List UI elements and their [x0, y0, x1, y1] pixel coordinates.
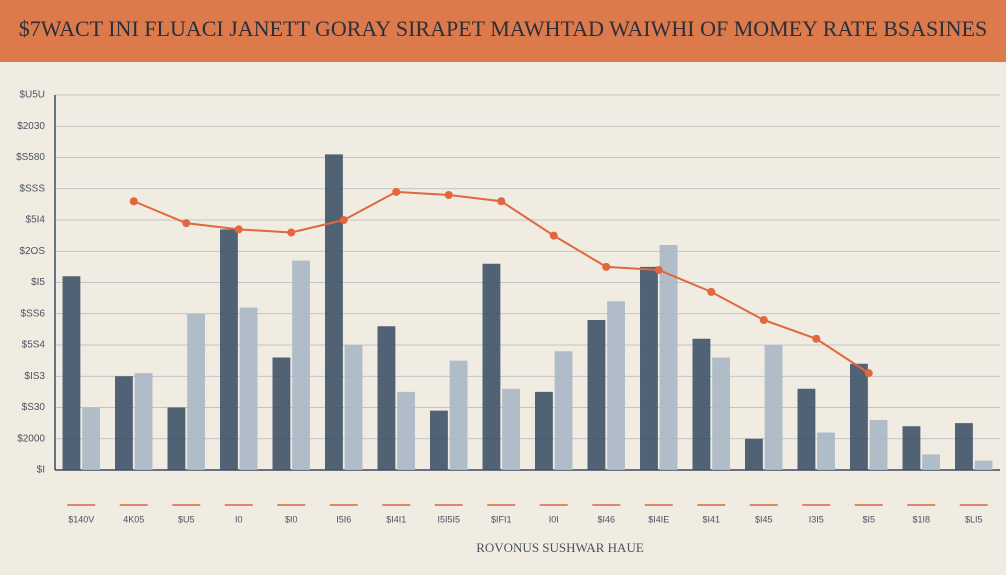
bar	[397, 391, 415, 470]
bar	[134, 373, 153, 470]
line-point	[182, 219, 191, 228]
x-tick-label: $1I8	[912, 514, 930, 524]
header-band	[0, 0, 1006, 62]
line-point	[129, 197, 138, 206]
x-tick-label: 4K05	[123, 514, 144, 524]
y-tick-label: $S580	[16, 152, 45, 163]
line-point	[339, 216, 348, 224]
bar	[187, 313, 205, 470]
line-point	[234, 225, 243, 234]
bar	[325, 154, 343, 470]
bar	[869, 420, 888, 470]
bar	[167, 407, 186, 470]
bar	[502, 388, 520, 470]
bar	[62, 276, 81, 470]
bar	[292, 260, 310, 470]
bar	[344, 345, 363, 470]
y-tick-label: $S30	[22, 402, 46, 413]
bar	[797, 388, 816, 470]
x-tick-label: $I45	[755, 514, 773, 524]
y-tick-label: $2000	[17, 433, 45, 444]
y-tick-label: $SSS	[19, 183, 45, 194]
x-tick-label: $IFI1	[491, 514, 512, 524]
y-tick-label: $I5	[31, 277, 45, 288]
x-axis-title: ROVONUS SUSHWAR HAUE	[476, 540, 644, 555]
y-tick-label: $2030	[17, 121, 45, 132]
bar	[449, 360, 468, 470]
bar	[607, 301, 625, 470]
x-tick-label: I5I5I5	[437, 514, 460, 524]
bar	[554, 351, 573, 470]
y-tick-label: $5I4	[26, 215, 46, 226]
x-tick-label: $I46	[597, 514, 615, 524]
x-tick-label: $I4I1	[386, 514, 406, 524]
bar	[377, 326, 396, 470]
chart-title: $7WACT INI FLUACI JANETT GORAY SIRAPET M…	[19, 16, 987, 41]
line-point	[602, 262, 611, 271]
bar	[659, 245, 678, 470]
line-point	[812, 334, 821, 343]
bar	[974, 460, 993, 470]
bar	[482, 263, 501, 470]
x-tick-label: I3I5	[809, 514, 824, 524]
x-tick-label: $I0	[285, 514, 298, 524]
line-point	[549, 231, 558, 240]
bar	[239, 307, 258, 470]
bar	[115, 376, 133, 470]
line-point	[287, 228, 296, 237]
bar	[922, 454, 940, 470]
y-tick-label: $2OS	[19, 246, 45, 257]
y-tick-label: $SS6	[21, 308, 46, 319]
bar	[272, 357, 291, 470]
line-point	[759, 316, 768, 324]
x-tick-label: $I41	[702, 514, 720, 524]
bar	[712, 357, 730, 470]
x-tick-label: $140V	[68, 514, 94, 524]
y-tick-label: $IS3	[24, 371, 45, 382]
line-point	[864, 369, 873, 378]
x-tick-label: I0	[235, 514, 243, 524]
x-tick-label: $I4IE	[648, 514, 669, 524]
bar	[850, 363, 868, 470]
x-tick-label: $LI5	[965, 514, 983, 524]
bar	[220, 229, 238, 470]
x-tick-label: $I5	[862, 514, 875, 524]
bar	[640, 266, 658, 470]
bar	[587, 320, 606, 470]
x-tick-label: I0I	[549, 514, 559, 524]
bar	[692, 338, 711, 470]
y-tick-label: $U5U	[19, 90, 45, 101]
bar	[82, 407, 100, 470]
y-tick-label: $5S4	[22, 340, 46, 351]
line-point	[497, 197, 506, 206]
line-point	[654, 266, 663, 274]
bar	[902, 426, 921, 470]
line-point	[707, 287, 716, 296]
line-point	[444, 191, 453, 199]
bar	[764, 345, 783, 470]
x-tick-label: $U5	[178, 514, 195, 524]
bar	[955, 423, 973, 470]
line-point	[392, 187, 401, 196]
x-tick-label: I5I6	[336, 514, 351, 524]
bar	[535, 391, 553, 470]
bar	[745, 438, 763, 470]
y-tick-label: $I	[37, 465, 45, 476]
bar	[817, 432, 835, 470]
bar	[430, 410, 448, 470]
